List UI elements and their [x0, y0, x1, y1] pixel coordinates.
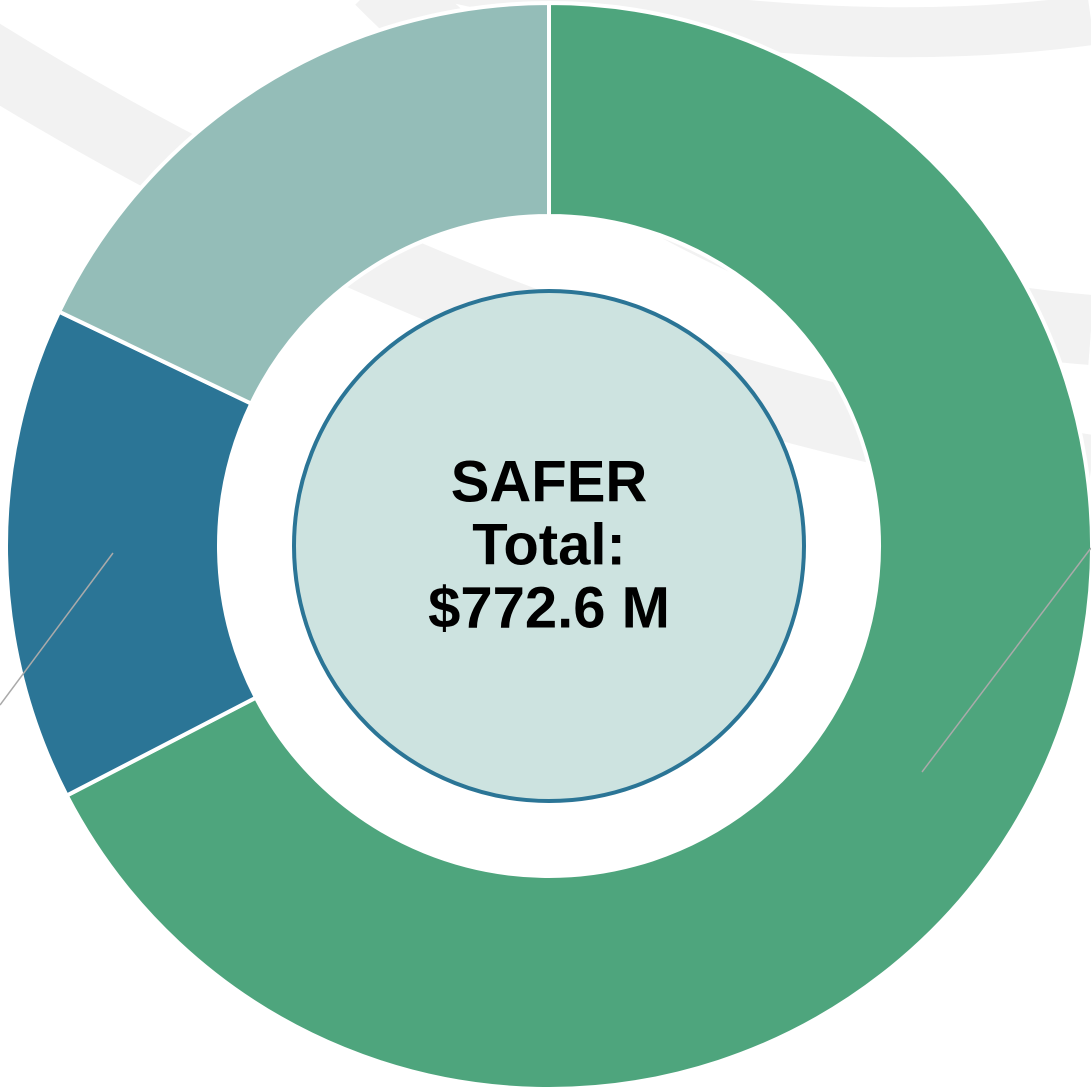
decor-line — [0, 552, 114, 706]
center-label: SAFER — [451, 449, 648, 514]
donut-slice — [64, 0, 1091, 1091]
center-circle — [292, 289, 806, 803]
center-label: $772.6 M — [428, 575, 670, 640]
center-label: Total: — [472, 512, 626, 577]
decor-line — [921, 547, 1091, 773]
background-band — [438, 0, 1091, 58]
donut — [4, 0, 1091, 1091]
donut-slice — [4, 309, 259, 799]
donut-slice — [56, 0, 551, 407]
